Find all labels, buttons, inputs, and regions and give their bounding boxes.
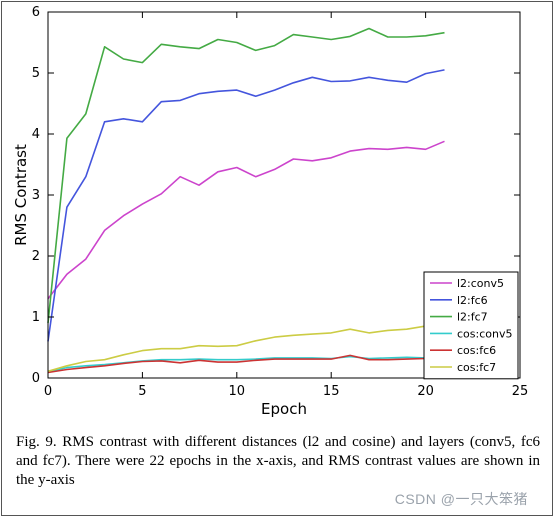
legend-label: cos:conv5: [457, 327, 512, 340]
line-chart: 0 5 10 15 20 25 0 1 2 3 4 5 6 Epoch RMS Contrast l2:con…: [12, 5, 529, 418]
x-tick-label: 10: [229, 384, 246, 399]
x-tick-label: 5: [138, 384, 146, 399]
series-line-cos-fc7: [47, 322, 445, 373]
y-tick-label: 0: [32, 371, 40, 386]
legend-label: cos:fc7: [457, 361, 496, 374]
legend-label: l2:fc6: [457, 294, 488, 307]
legend-label: cos:fc6: [457, 344, 496, 357]
y-tick-label: 4: [32, 127, 40, 142]
y-tick-label: 2: [32, 249, 40, 264]
legend-box: [423, 271, 519, 380]
x-tick-label: 15: [323, 384, 340, 399]
y-tick-label: 6: [32, 5, 40, 20]
y-tick-label: 1: [32, 310, 40, 325]
legend-label: l2:conv5: [457, 277, 504, 290]
watermark: CSDN @一只大笨猪: [394, 491, 528, 507]
y-tick-label: 5: [32, 66, 40, 81]
x-axis-label: Epoch: [261, 400, 307, 418]
figure-caption: Fig. 9. RMS contrast with different dist…: [16, 434, 540, 488]
y-tick-label: 3: [32, 188, 40, 203]
x-tick-label: 25: [512, 384, 529, 399]
series-line-l2-fc6: [47, 69, 445, 342]
series-line-cos-conv5: [47, 355, 445, 373]
y-axis-label: RMS Contrast: [12, 144, 30, 246]
series-line-l2-fc7: [47, 27, 445, 324]
x-tick-label: 20: [417, 384, 434, 399]
series-line-l2-conv5: [47, 140, 445, 300]
series-line-cos-fc6: [47, 354, 445, 374]
legend-label: l2:fc7: [457, 311, 488, 324]
x-tick-label: 0: [44, 384, 52, 399]
